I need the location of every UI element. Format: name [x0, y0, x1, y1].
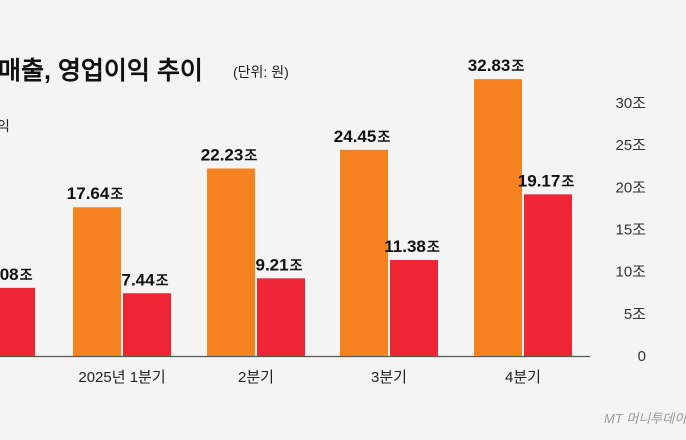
bar-s1-c1 — [123, 293, 171, 356]
bar-s1-c0 — [0, 287, 35, 356]
bar-value-label-s0-c4: 32.83조 — [468, 56, 525, 75]
chart-title: 매출, 영업이익 추이 — [0, 57, 203, 85]
bar-s0-c2 — [207, 168, 255, 356]
bar-s0-c3 — [340, 149, 388, 356]
y-tick-label-4: 20조 — [616, 179, 647, 196]
y-tick-label-3: 15조 — [616, 222, 647, 239]
bar-value-label-s1-c0: 8.08조 — [0, 265, 33, 284]
bar-labels-group: 17.64조 22.23조 24.45조 32.83조 8.08조 7.44조 9.21조 1… — [0, 56, 574, 289]
bar-s1-c2 — [257, 278, 305, 356]
bar-value-label-s0-c1: 17.64조 — [67, 184, 124, 203]
bar-value-label-s1-c3: 11.38조 — [384, 237, 440, 256]
category-label-4: 4분기 — [505, 369, 541, 386]
bar-value-label-s0-c2: 22.23조 — [201, 146, 258, 165]
bar-s0-c1 — [73, 207, 121, 356]
bar-value-label-s1-c4: 19.17조 — [518, 171, 575, 190]
category-label-2: 2분기 — [238, 369, 274, 386]
category-label-3: 3분기 — [371, 369, 407, 386]
y-tick-label-2: 10조 — [616, 264, 647, 281]
legend-fragment: 익 — [0, 118, 10, 134]
y-tick-label-0: 0 — [638, 348, 646, 365]
bar-value-label-s1-c2: 9.21조 — [256, 255, 303, 274]
watermark: MT 머니투데이 — [604, 411, 686, 426]
bar-s1-c3 — [390, 260, 438, 356]
y-tick-label-1: 5조 — [624, 306, 646, 323]
category-label-1: 2025년 1분기 — [78, 369, 165, 386]
bar-s0-c4 — [474, 79, 522, 356]
y-tick-label-6: 30조 — [616, 95, 647, 112]
chart-title-unit: (단위: 원) — [233, 64, 289, 80]
bar-s1-c4 — [524, 194, 572, 356]
bar-value-label-s1-c1: 7.44조 — [122, 270, 169, 289]
y-tick-label-5: 25조 — [616, 137, 647, 154]
y-axis-ticks: 0 5조 10조 15조 20조 25조 30조 — [616, 95, 647, 365]
bars-group — [0, 79, 572, 356]
bar-value-label-s0-c3: 24.45조 — [334, 127, 391, 146]
